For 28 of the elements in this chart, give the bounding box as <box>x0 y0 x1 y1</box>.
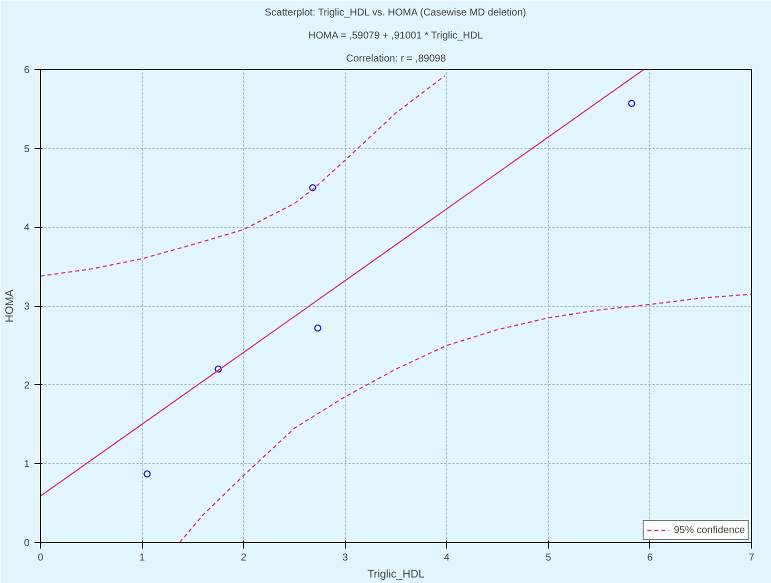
chart-subtitle: HOMA = ,59079 + ,91001 * Triglic_HDL <box>308 30 484 42</box>
line-series <box>40 75 446 277</box>
chart-title: Scatterplot: Triglic_HDL vs. HOMA (Casewise MD deletion) <box>264 8 526 18</box>
text: Correlation: r = ,89098 <box>346 54 446 64</box>
y-tick-label: 1 <box>24 459 30 470</box>
y-tick-label: 5 <box>24 144 30 155</box>
x-tick-label: 0 <box>38 552 44 564</box>
point <box>144 470 151 478</box>
y-tick-label: 0 <box>24 538 30 549</box>
x-tick-label: 2 <box>240 552 247 564</box>
x-axis-title: Triglic_HDL <box>367 568 425 580</box>
x-tick-label: 7 <box>748 552 755 564</box>
point <box>628 100 636 107</box>
x-tick-label: 1 <box>139 552 146 564</box>
line-series <box>179 294 752 542</box>
x-tick-label: 4 <box>444 552 450 564</box>
point <box>214 365 222 373</box>
x-tick-label: 6 <box>647 552 654 564</box>
y-tick-label: 4 <box>24 222 30 234</box>
y-axis-title: HOMA <box>4 288 16 322</box>
point <box>309 184 316 192</box>
x-tick-label: 3 <box>342 552 348 564</box>
y-tick-label: 6 <box>24 65 30 76</box>
y-tick-label: 2 <box>24 380 30 392</box>
y-tick-label: 3 <box>24 302 30 312</box>
legend-label: 95% confidence <box>674 524 745 536</box>
x-tick-label: 5 <box>546 552 552 564</box>
point <box>314 324 322 332</box>
